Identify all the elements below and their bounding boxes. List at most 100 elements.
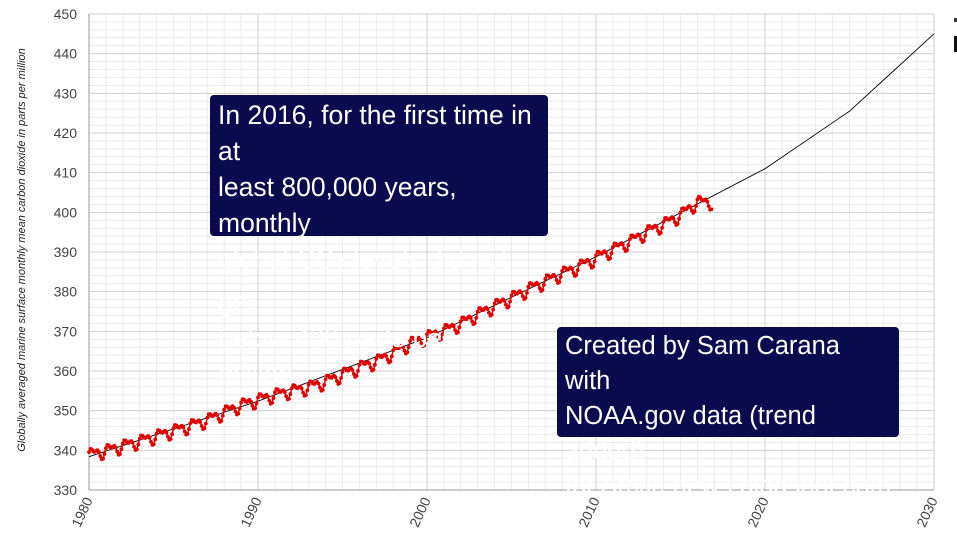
credit-line: Created by Sam Carana with <box>565 332 840 395</box>
cropped-legend-marker <box>954 18 957 22</box>
co2-point <box>592 259 597 264</box>
co2-point <box>401 345 405 349</box>
co2-point <box>457 325 462 330</box>
co2-point <box>557 280 562 284</box>
co2-point <box>282 390 287 394</box>
co2-point <box>695 197 700 202</box>
co2-point <box>541 282 546 287</box>
co2-point <box>98 454 103 458</box>
co2-point <box>705 199 710 204</box>
co2-point <box>594 253 598 258</box>
co2-point <box>202 426 207 431</box>
co2-point <box>456 330 460 335</box>
co2-point <box>654 225 659 230</box>
co2-point <box>232 405 236 410</box>
co2-point <box>154 431 159 436</box>
co2-point <box>442 326 446 331</box>
co2-point <box>470 319 474 324</box>
y-tick-label: 370 <box>54 323 78 339</box>
y-tick-label: 330 <box>54 482 78 498</box>
co2-point <box>389 354 394 359</box>
y-tick-label: 450 <box>54 6 78 22</box>
co2-point <box>423 338 428 343</box>
co2-point <box>367 361 372 366</box>
co2-point <box>165 434 170 439</box>
co2-point <box>385 357 390 362</box>
co2-point <box>171 426 176 431</box>
co2-point <box>677 216 681 221</box>
co2-point <box>520 294 525 299</box>
co2-point <box>287 396 291 401</box>
co2-point <box>334 379 339 383</box>
co2-point <box>374 357 379 361</box>
co2-point <box>250 403 255 408</box>
co2-point <box>118 452 122 456</box>
co2-point <box>372 362 377 367</box>
annotation-text: global CO <box>218 244 336 274</box>
co2-point <box>485 307 490 311</box>
co2-point <box>526 284 531 289</box>
co2-point <box>164 430 169 435</box>
co2-point <box>503 302 508 307</box>
co2-point <box>408 339 412 343</box>
co2-point <box>119 447 124 452</box>
co2-point <box>575 268 580 272</box>
credit-box: Created by Sam Carana with NOAA.gov data… <box>557 327 899 500</box>
co2-point <box>388 359 393 364</box>
co2-point <box>487 310 491 315</box>
co2-point <box>405 350 410 355</box>
co2-point <box>96 450 101 454</box>
co2-series <box>87 194 714 462</box>
y-tick-label: 400 <box>54 204 78 220</box>
co2-point <box>350 368 355 372</box>
co2-point <box>709 207 714 212</box>
co2-point <box>322 383 327 387</box>
co2-point <box>587 259 591 264</box>
co2-point <box>418 337 422 342</box>
co2-point <box>170 432 174 437</box>
y-axis-title: Globally averaged marine surface monthly… <box>16 48 28 452</box>
annotation-line: global CO2 levels did not get <box>218 241 540 320</box>
y-tick-label: 390 <box>54 244 78 260</box>
co2-point <box>256 395 260 400</box>
co2-point <box>625 248 629 253</box>
co2-point <box>626 243 631 248</box>
credit-line: for Arctic-news.blogspot.com <box>565 472 891 500</box>
co2-point <box>536 282 541 287</box>
co2-point <box>591 264 596 269</box>
co2-point <box>672 220 677 225</box>
co2-point <box>692 209 697 214</box>
annotation-box: In 2016, for the first time in at least … <box>210 95 548 389</box>
co2-point <box>104 446 108 451</box>
co2-point <box>153 437 158 442</box>
co2-point <box>489 312 494 317</box>
co2-point <box>253 406 258 410</box>
co2-point <box>641 239 646 243</box>
co2-point <box>574 273 579 277</box>
co2-point <box>316 381 321 386</box>
co2-point <box>198 420 203 424</box>
co2-point <box>137 436 142 441</box>
co2-point <box>570 267 574 271</box>
co2-point <box>102 452 107 456</box>
co2-point <box>422 343 427 348</box>
co2-point <box>588 262 593 267</box>
co2-point <box>491 307 496 312</box>
co2-point <box>644 227 649 232</box>
co2-point <box>147 435 152 440</box>
co2-point <box>406 345 411 350</box>
co2-point <box>356 368 360 373</box>
co2-point <box>323 377 328 382</box>
co2-point <box>337 381 342 385</box>
x-tick-label: 2000 <box>406 494 434 529</box>
co2-point <box>558 275 563 279</box>
co2-point <box>553 274 558 279</box>
co2-point <box>120 441 125 446</box>
cropped-legend-swatch <box>954 36 957 52</box>
co2-point <box>333 375 338 380</box>
co2-point <box>577 262 581 266</box>
co2-point <box>694 204 698 208</box>
co2-point <box>472 321 477 326</box>
co2-point <box>182 429 187 434</box>
co2-point <box>87 450 91 455</box>
